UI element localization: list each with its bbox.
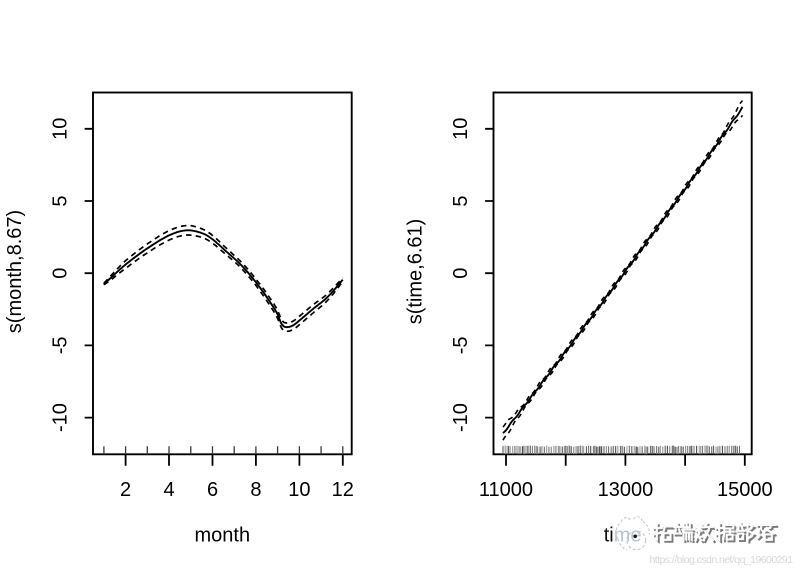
svg-text:10: 10 xyxy=(450,118,472,140)
svg-text:15000: 15000 xyxy=(717,479,773,501)
svg-text:8: 8 xyxy=(250,479,261,501)
svg-text:-10: -10 xyxy=(50,403,72,432)
svg-text:5: 5 xyxy=(50,195,72,206)
svg-text:-10: -10 xyxy=(450,403,472,432)
svg-text:10: 10 xyxy=(288,479,310,501)
svg-text:4: 4 xyxy=(163,479,174,501)
svg-text:month: month xyxy=(195,524,251,546)
svg-text:12: 12 xyxy=(332,479,354,501)
svg-text:s(time,6.61): s(time,6.61) xyxy=(405,219,427,325)
svg-text:-5: -5 xyxy=(50,337,72,355)
svg-text:6: 6 xyxy=(207,479,218,501)
svg-text:10: 10 xyxy=(50,118,72,140)
svg-text:0: 0 xyxy=(50,268,72,279)
svg-text:11000: 11000 xyxy=(479,479,533,501)
svg-text:2: 2 xyxy=(120,479,131,501)
svg-text:0: 0 xyxy=(450,268,472,279)
svg-text:13000: 13000 xyxy=(598,479,654,501)
svg-text:time: time xyxy=(604,524,642,546)
svg-text:s(month,8.67): s(month,8.67) xyxy=(4,210,26,333)
svg-text:-5: -5 xyxy=(450,337,472,355)
svg-text:https://blog.csdn.net/qq_19600: https://blog.csdn.net/qq_19600291 xyxy=(650,554,794,566)
svg-text:5: 5 xyxy=(450,195,472,206)
